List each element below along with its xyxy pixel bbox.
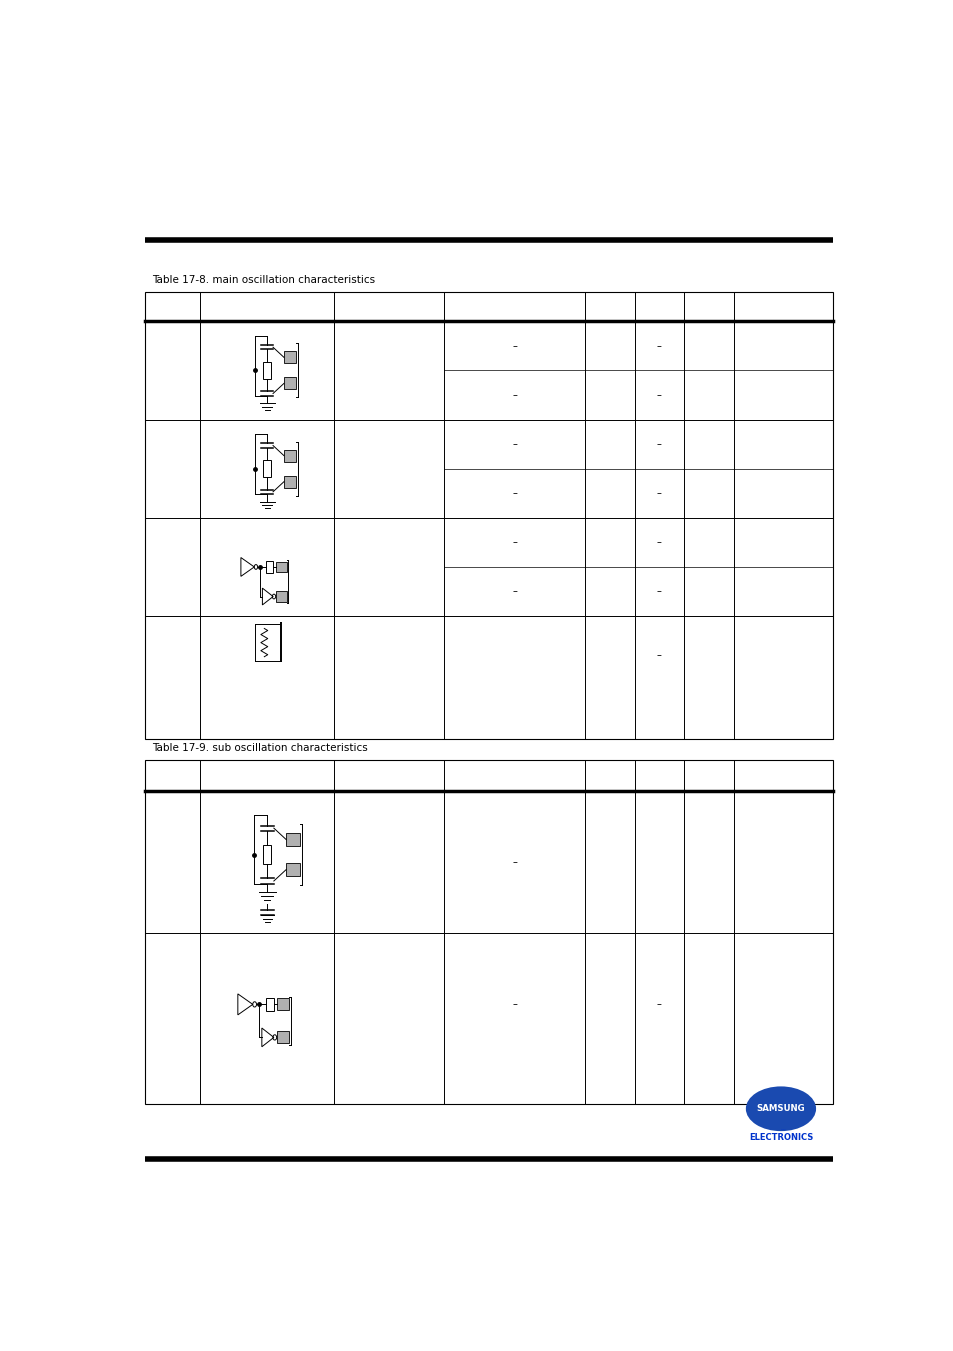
Text: –: –: [512, 488, 517, 499]
Bar: [275, 562, 286, 573]
Bar: [275, 592, 286, 603]
Ellipse shape: [745, 1086, 815, 1131]
Text: –: –: [657, 650, 661, 659]
Text: –: –: [512, 858, 517, 867]
Bar: [266, 561, 273, 573]
Text: ELECTRONICS: ELECTRONICS: [748, 1132, 812, 1142]
Bar: [266, 998, 274, 1011]
Bar: [263, 362, 271, 378]
Bar: [145, 292, 832, 739]
Text: –: –: [512, 340, 517, 351]
Bar: [263, 844, 272, 865]
Text: –: –: [512, 586, 517, 597]
Bar: [263, 461, 271, 477]
Text: –: –: [657, 340, 661, 351]
Text: –: –: [657, 586, 661, 597]
Text: –: –: [512, 1000, 517, 1009]
Text: –: –: [512, 439, 517, 449]
Text: –: –: [657, 538, 661, 547]
Text: SAMSUNG: SAMSUNG: [756, 1104, 804, 1113]
Text: –: –: [657, 439, 661, 449]
Text: Table 17-8. main oscillation characteristics: Table 17-8. main oscillation characteris…: [152, 274, 375, 285]
Bar: [284, 450, 295, 462]
Text: –: –: [512, 538, 517, 547]
Bar: [284, 351, 295, 363]
Bar: [284, 476, 295, 488]
Bar: [276, 1031, 289, 1043]
Text: Table 17-9. sub oscillation characteristics: Table 17-9. sub oscillation characterist…: [152, 743, 368, 753]
Bar: [286, 863, 299, 877]
Bar: [145, 761, 832, 1104]
Bar: [276, 998, 289, 1011]
Text: –: –: [512, 390, 517, 400]
Text: –: –: [657, 488, 661, 499]
Bar: [284, 377, 295, 389]
Text: –: –: [657, 390, 661, 400]
Bar: [286, 832, 299, 847]
Text: –: –: [657, 1000, 661, 1009]
